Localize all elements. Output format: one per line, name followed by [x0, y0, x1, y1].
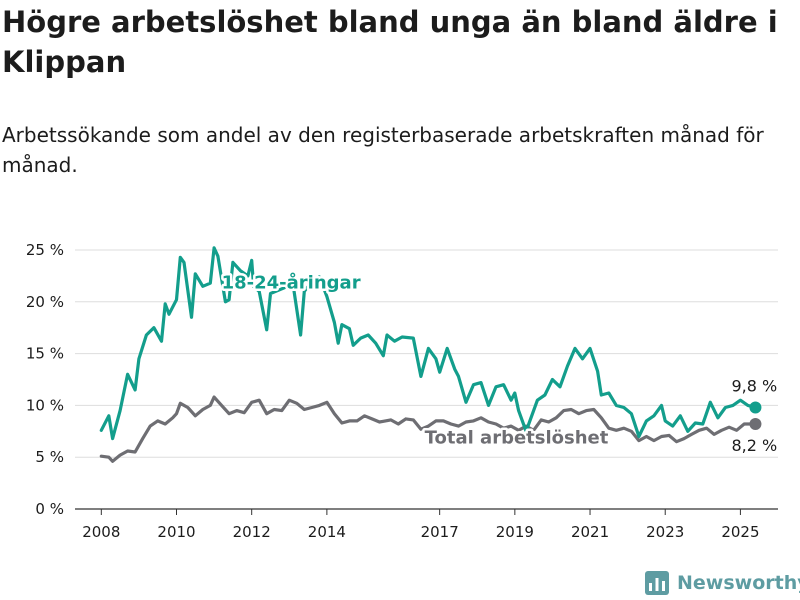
x-axis: 2008 2010 2012 2014 2017 2019 2021 2023 2025 [82, 509, 760, 541]
end-value-youth: 9,8 % [731, 376, 777, 395]
series-lines [99, 246, 762, 463]
x-tick-label: 2008 [82, 523, 120, 541]
x-tick-label: 2010 [157, 523, 195, 541]
series-line-total [99, 395, 757, 463]
line-chart: 0 %5 %10 %15 %20 %25 % 2008 2010 2012 2014 2… [26, 241, 778, 541]
end-point-total [749, 418, 762, 431]
series-label-youth: 18-24-åringar [222, 271, 361, 293]
newsworthy-bar-chart-icon [645, 571, 669, 595]
y-tick-label: 15 % [26, 345, 64, 363]
x-tick-label: 2025 [721, 523, 759, 541]
chart-subtitle: Arbetssökande som andel av den registerb… [2, 123, 764, 177]
x-tick-label: 2023 [646, 523, 684, 541]
y-tick-label: 25 % [26, 241, 64, 259]
grid-lines [75, 249, 778, 510]
x-tick-label: 2021 [571, 523, 609, 541]
y-tick-label: 10 % [26, 396, 64, 414]
x-tick-label: 2012 [233, 523, 271, 541]
y-axis-ticks: 0 % 5 % 10 % 15 % 20 % 25 % [26, 241, 64, 518]
chart-title: Högre arbetslöshet bland unga än bland ä… [2, 5, 778, 79]
y-tick-label: 20 % [26, 293, 64, 311]
newsworthy-logo: Newsworthy [645, 568, 800, 598]
series-labels: 18-24-åringar Total arbetslöshet 9,8 % 8,2 … [219, 269, 777, 455]
y-tick-label: 5 % [35, 448, 64, 466]
x-tick-label: 2014 [308, 523, 346, 541]
y-tick-label: 0 % [35, 500, 64, 518]
end-point-youth [749, 401, 762, 414]
brand-name: Newsworthy [677, 572, 800, 594]
series-line-youth [99, 246, 757, 441]
x-tick-label: 2019 [496, 523, 534, 541]
x-tick-label: 2017 [421, 523, 459, 541]
end-value-total: 8,2 % [731, 436, 777, 455]
series-label-total: Total arbetslöshet [425, 428, 609, 449]
